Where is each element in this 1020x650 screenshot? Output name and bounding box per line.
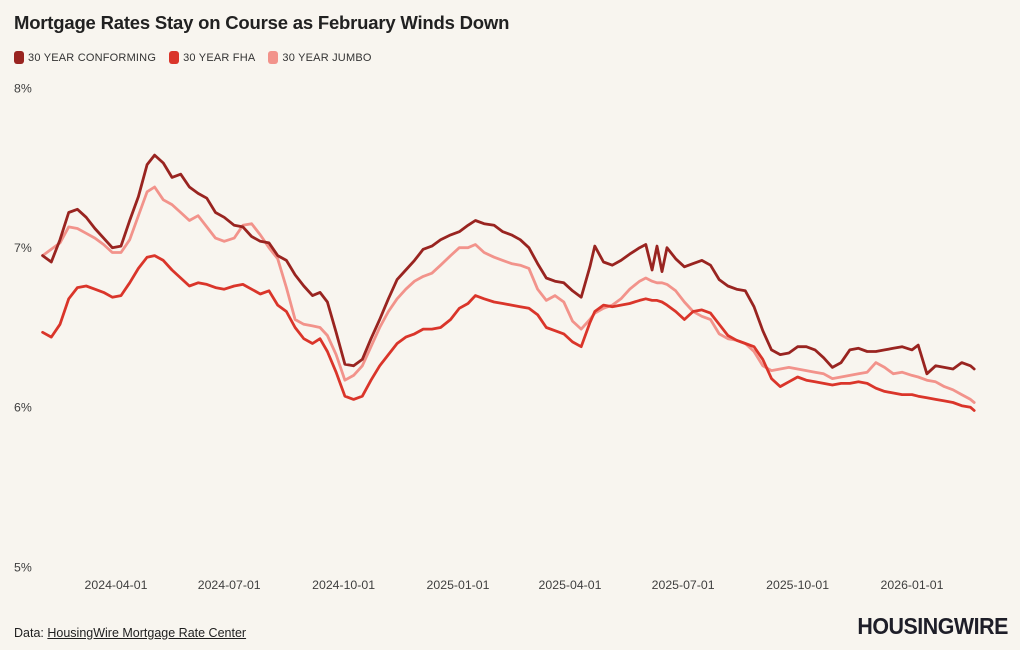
series-line-30-year-conforming — [41, 153, 976, 376]
x-tick-label: 2025-01-01 — [427, 578, 490, 592]
legend-item-30-year-conforming: 30 YEAR CONFORMING — [14, 51, 156, 64]
data-source-link[interactable]: HousingWire Mortgage Rate Center — [47, 626, 247, 640]
legend-label: 30 YEAR JUMBO — [282, 51, 372, 64]
x-tick-label: 2026-01-01 — [881, 578, 944, 592]
housingwire-logo: HOUSINGWIRE — [857, 613, 1008, 639]
y-tick-label: 5% — [14, 560, 32, 574]
y-tick-label: 6% — [14, 401, 32, 415]
series-line-30-year-jumbo — [41, 185, 976, 404]
x-tick-label: 2024-10-01 — [312, 578, 375, 592]
chart-title: Mortgage Rates Stay on Course as Februar… — [14, 12, 510, 33]
x-tick-label: 2024-07-01 — [198, 578, 261, 592]
x-tick-label: 2024-04-01 — [85, 578, 148, 592]
legend-label: 30 YEAR CONFORMING — [28, 51, 157, 64]
footer: Data: HousingWire Mortgage Rate Center H… — [14, 613, 1008, 640]
series-line-30-year-fha — [41, 254, 976, 412]
x-tick-label: 2025-07-01 — [652, 578, 715, 592]
y-tick-label: 8% — [14, 81, 32, 95]
chart-legend: 30 YEAR CONFORMING 30 YEAR FHA 30 YEAR JUM… — [14, 51, 372, 64]
x-tick-label: 2025-04-01 — [539, 578, 602, 592]
legend-label: 30 YEAR FHA — [183, 51, 256, 64]
legend-swatch — [14, 51, 24, 64]
legend-swatch — [169, 51, 180, 64]
data-source-note: Data: HousingWire Mortgage Rate Center — [14, 626, 246, 640]
legend-item-30-year-jumbo: 30 YEAR JUMBO — [268, 51, 371, 64]
x-tick-label: 2025-10-01 — [766, 578, 829, 592]
y-tick-label: 7% — [14, 241, 32, 255]
legend-item-30-year-fha: 30 YEAR FHA — [169, 51, 255, 64]
data-source-prefix: Data: — [14, 626, 44, 640]
legend-swatch — [268, 51, 279, 64]
